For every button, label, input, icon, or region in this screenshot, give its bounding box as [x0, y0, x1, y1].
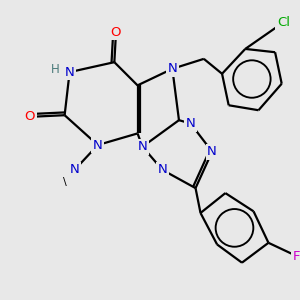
Text: N: N — [207, 145, 217, 158]
Text: Cl: Cl — [277, 16, 290, 29]
Text: H: H — [51, 63, 60, 76]
Text: N: N — [138, 140, 147, 153]
Text: N: N — [65, 66, 74, 79]
Text: O: O — [111, 26, 121, 39]
Text: N: N — [158, 164, 167, 176]
Text: N: N — [93, 139, 103, 152]
Text: H: H — [53, 61, 62, 74]
Text: O: O — [25, 110, 35, 123]
Text: N: N — [93, 139, 103, 152]
Text: N: N — [70, 164, 80, 176]
Text: N: N — [186, 117, 195, 130]
Text: \: \ — [63, 177, 67, 187]
Text: N: N — [167, 62, 177, 75]
Text: F: F — [293, 250, 300, 262]
